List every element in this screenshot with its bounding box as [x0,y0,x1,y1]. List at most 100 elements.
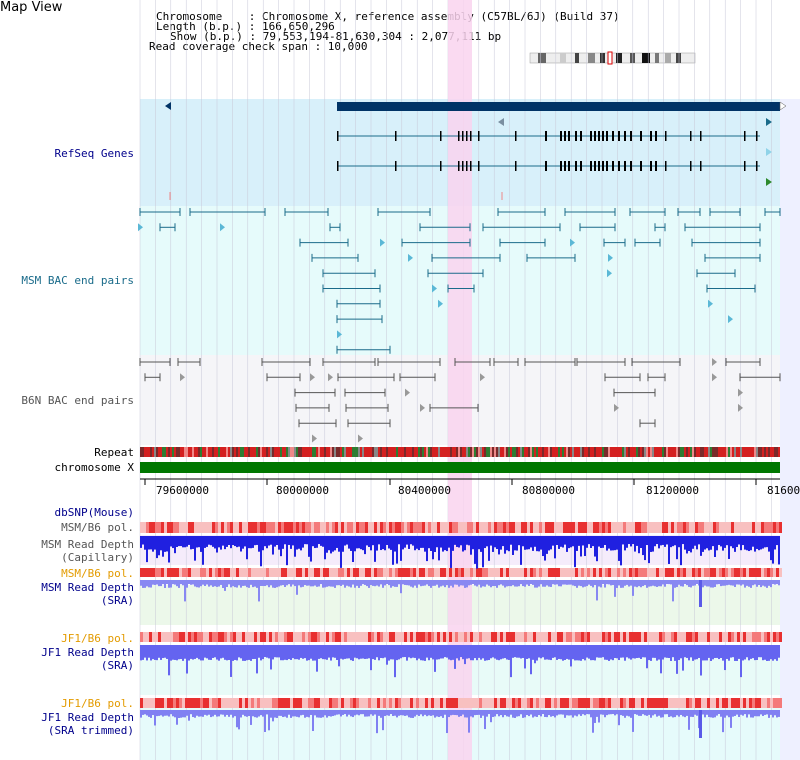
depth-bar [562,580,564,585]
pol-cell [512,568,515,577]
repeat-element [494,447,496,457]
pol-cell [635,698,638,708]
depth-bar [388,580,390,586]
track-label-refseq[interactable]: RefSeq Genes [54,147,134,160]
depth-bar [652,536,654,552]
read-depth-tracks[interactable] [140,536,780,738]
pol-cell [197,522,200,533]
depth-bar [600,580,602,588]
depth-bar [178,645,180,660]
depth-bar [442,536,444,552]
pol-cell [161,698,164,708]
repeat-element [506,447,508,457]
track-label-msm-depth-sra[interactable]: MSM Read Depth [41,581,134,594]
depth-bar [266,580,268,586]
pol-cell [482,698,485,708]
depth-bar [682,645,684,671]
depth-bar [358,710,360,716]
track-label-jf1-depth-trim[interactable]: JF1 Read Depth [41,711,134,724]
chromosome-ideogram[interactable] [529,51,696,65]
pol-cell [155,698,158,708]
pol-cell [497,632,500,642]
track-label-jf1-b6-pol-2[interactable]: JF1/B6 pol. [61,697,134,710]
depth-bar [268,580,270,588]
pol-cell [767,568,770,577]
msm-bac-end-pairs[interactable] [138,208,781,354]
track-label-msm-b6-pol-2[interactable]: MSM/B6 pol. [61,567,134,580]
pol-cell [152,568,155,577]
pol-cell [221,698,224,708]
pol-cell [200,568,203,577]
depth-bar [448,645,450,660]
depth-bar [634,580,636,587]
track-label-chromosome[interactable]: chromosome X [54,461,134,474]
depth-bar [554,710,556,718]
pol-cell [251,698,254,708]
track-label-repeat[interactable]: Repeat [94,446,134,459]
depth-bar [248,536,250,549]
pol-cell [338,522,341,533]
repeat-element [222,447,224,457]
depth-bar [430,710,432,716]
repeat-element [750,447,752,457]
depth-bar [380,536,382,551]
depth-bar [546,580,548,586]
track-label-jf1-b6-pol[interactable]: JF1/B6 pol. [61,632,134,645]
depth-bar [676,645,678,674]
pol-cell [269,632,272,642]
pol-cell [317,522,320,533]
repeat-element [696,447,698,457]
depth-bar [416,580,418,588]
axis-tick-label: 80400000 [398,484,451,497]
bac-end-marker [570,238,575,247]
pol-cell [260,632,263,642]
pol-cell [212,568,215,577]
track-label-jf1-depth[interactable]: JF1 Read Depth [41,646,134,659]
depth-bar [442,645,444,659]
depth-bar [470,580,472,585]
depth-bar [494,645,496,659]
chromosome-bar[interactable] [140,462,780,473]
track-label-dbsnp[interactable]: dbSNP(Mouse) [54,506,134,519]
exon [700,161,702,171]
repeat-element [332,447,334,457]
track-label-msm-bac[interactable]: MSM BAC end pairs [21,274,134,287]
depth-bar [566,710,568,716]
depth-bar [562,536,564,548]
depth-bar [402,710,404,716]
pol-cell [275,522,278,533]
pol-cell [677,522,680,533]
pol-cell [473,698,476,708]
depth-bar [590,710,592,718]
pol-cell [158,568,161,577]
pol-cell [395,522,398,533]
depth-bar [406,710,408,716]
pol-cell [188,632,191,642]
pol-cell [485,522,488,533]
repeat-element [300,447,302,457]
depth-bar [204,710,206,715]
depth-bar [510,580,512,587]
pol-cell [308,568,311,577]
pol-cell [218,522,221,533]
pol-cell [371,698,374,708]
depth-bar [734,645,736,661]
depth-bar [316,580,318,587]
repeat-element [430,447,432,457]
track-label-b6n-bac[interactable]: B6N BAC end pairs [21,394,134,407]
track-label-msm-b6-pol[interactable]: MSM/B6 pol. [61,521,134,534]
depth-bar [558,710,560,715]
b6n-bac-end-pairs[interactable] [139,358,781,443]
depth-bar [396,710,398,718]
depth-bar [244,710,246,717]
polymorphism-tracks[interactable] [140,522,782,708]
pol-cell [218,698,221,708]
track-label-msm-depth-cap[interactable]: MSM Read Depth [41,538,134,551]
depth-bar [274,580,276,588]
depth-bar [444,645,446,658]
depth-bar [762,536,764,549]
refseq-genes[interactable] [165,101,787,200]
depth-bar [684,536,686,550]
repeat-track[interactable] [140,447,780,457]
